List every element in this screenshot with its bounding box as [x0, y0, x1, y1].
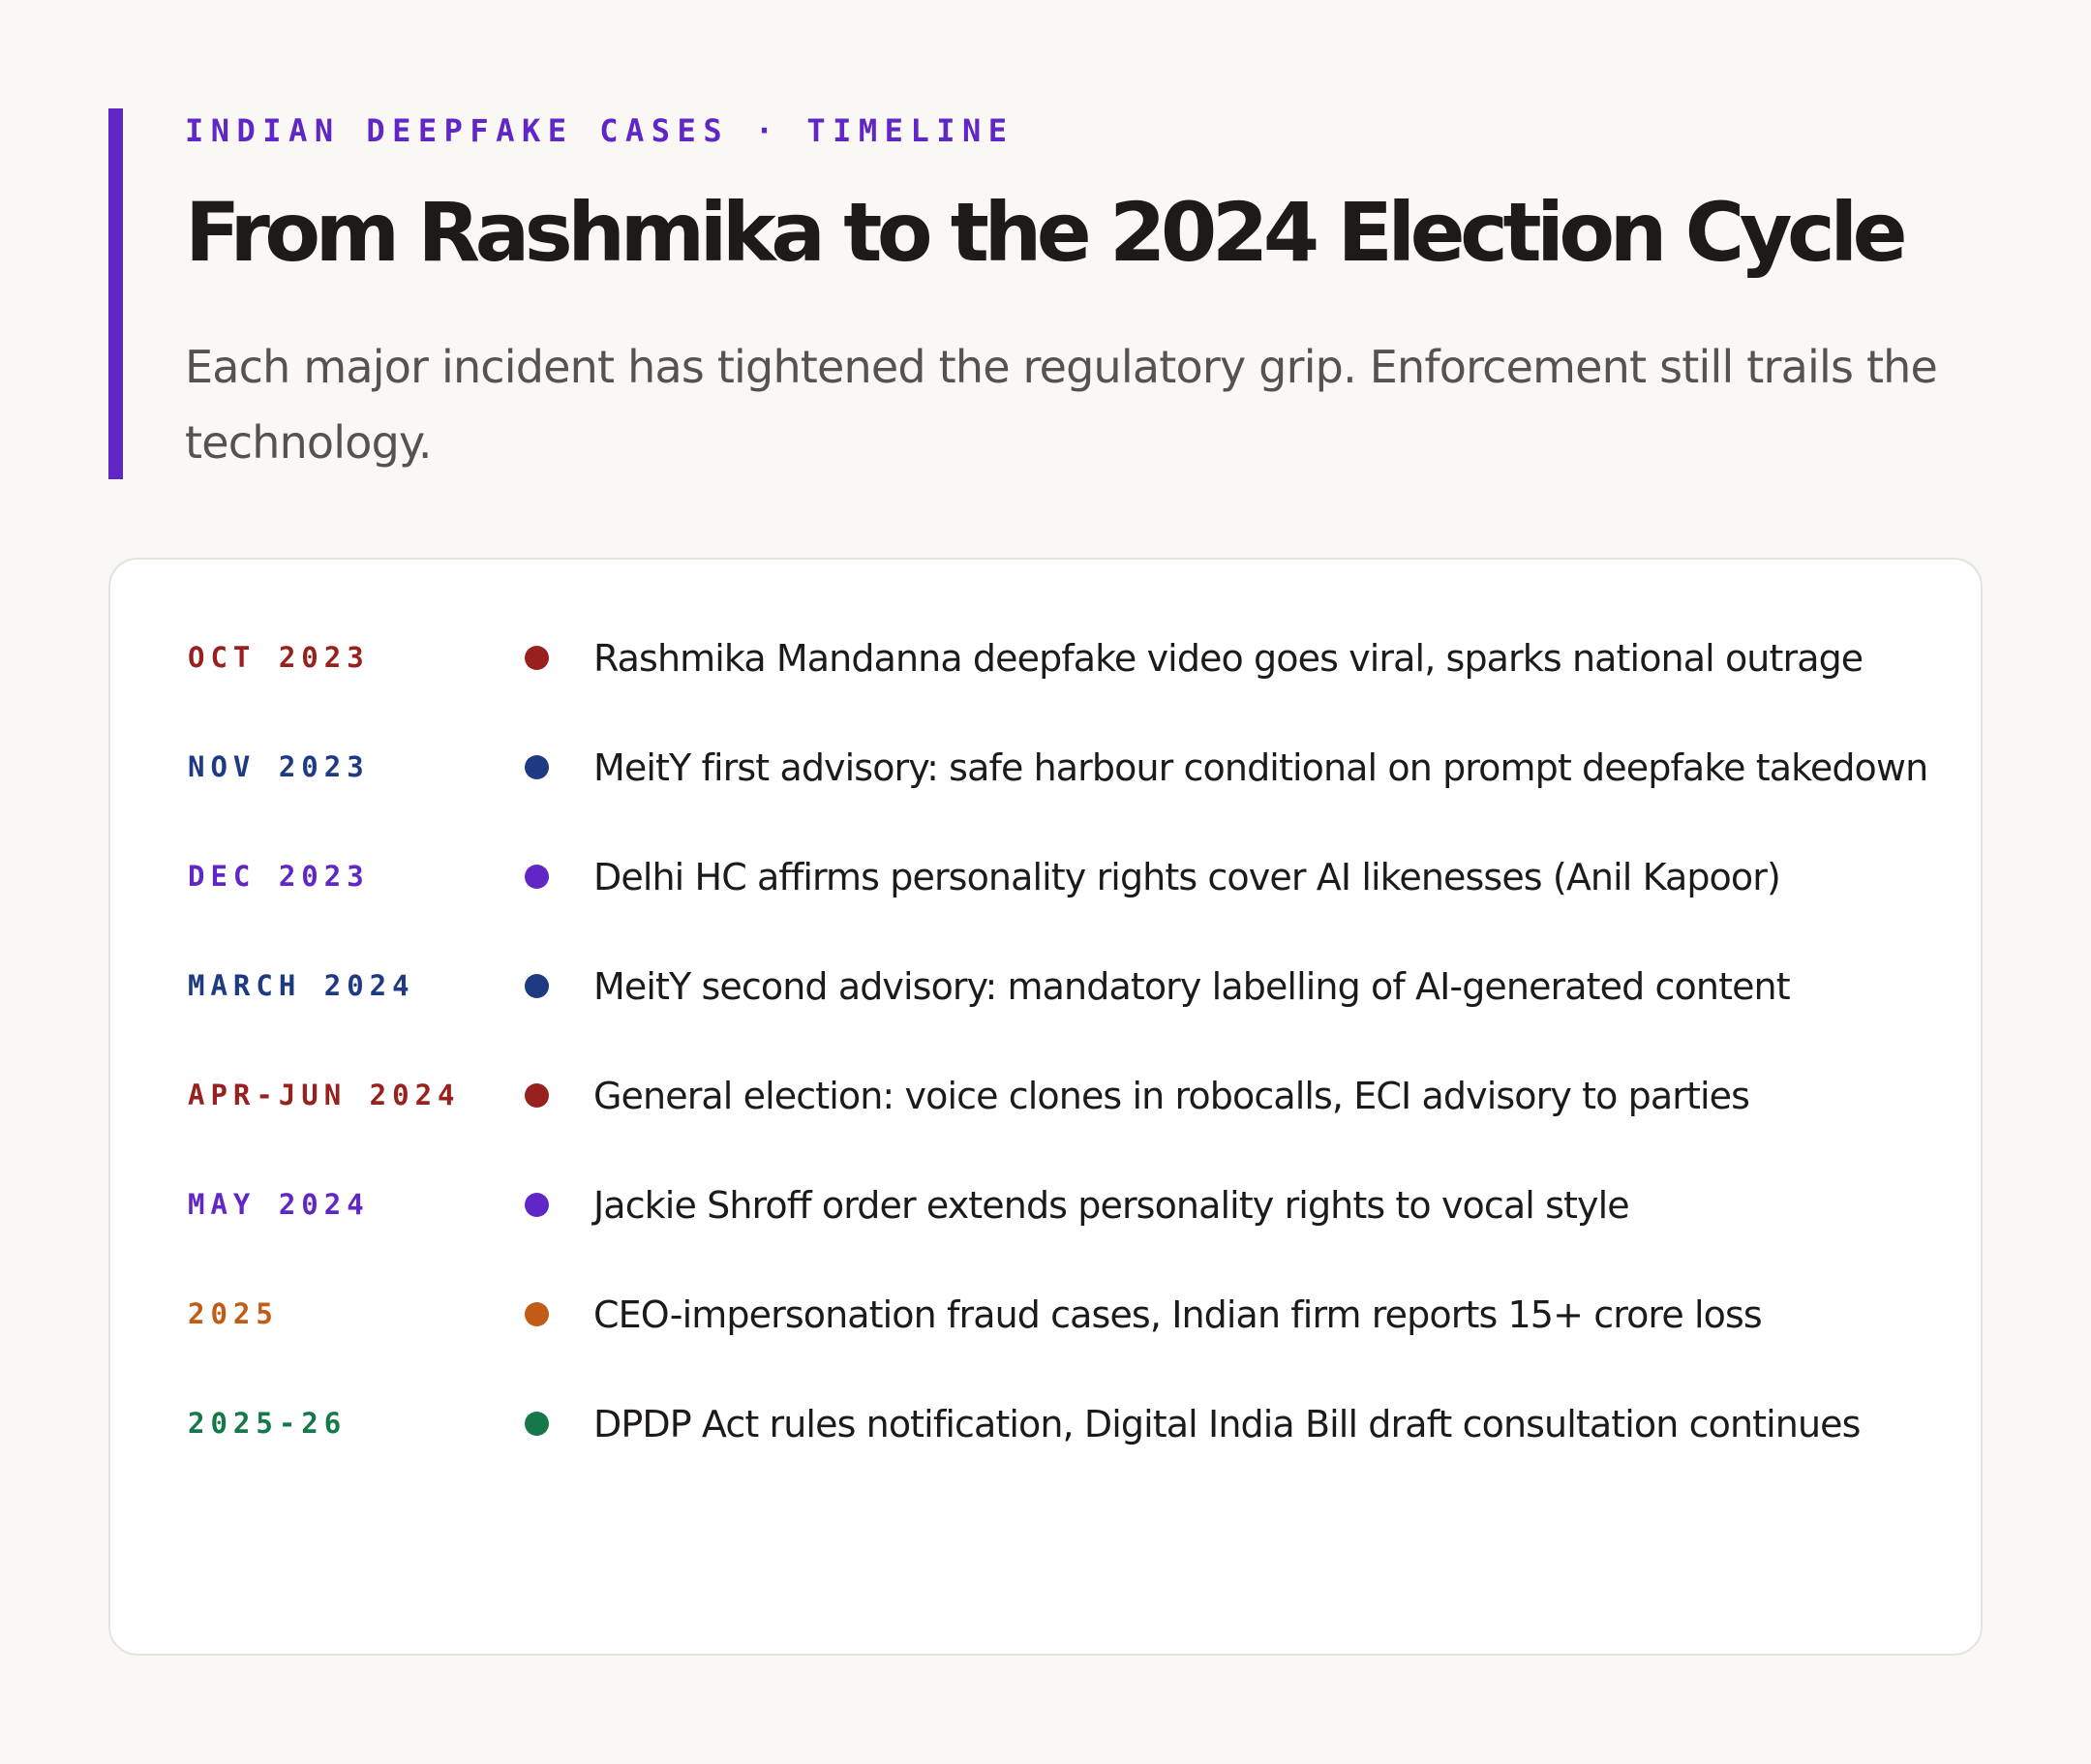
event-date: MARCH 2024 — [188, 969, 415, 1002]
event-description: DPDP Act rules notification, Digital Ind… — [593, 1403, 1861, 1445]
page-title: From Rashmika to the 2024 Election Cycle — [185, 185, 1908, 280]
page-header: INDIAN DEEPFAKE CASES · TIMELINE From Ra… — [108, 108, 1996, 479]
event-date: NOV 2023 — [188, 750, 370, 783]
event-date: MAY 2024 — [188, 1188, 370, 1221]
event-date: DEC 2023 — [188, 860, 370, 893]
timeline-event: DEC 2023 Delhi HC affirms personality ri… — [110, 846, 1981, 956]
timeline-event: NOV 2023 MeitY first advisory: safe harb… — [110, 737, 1981, 846]
event-dot-icon — [525, 755, 549, 779]
event-dot-icon — [525, 646, 549, 670]
event-description: MeitY second advisory: mandatory labelli… — [593, 965, 1791, 1008]
event-description: Rashmika Mandanna deepfake video goes vi… — [593, 637, 1864, 680]
event-date: 2025 — [188, 1297, 279, 1330]
event-dot-icon — [525, 865, 549, 889]
timeline-event: OCT 2023 Rashmika Mandanna deepfake vide… — [110, 627, 1981, 737]
event-description: Delhi HC affirms personality rights cove… — [593, 856, 1781, 898]
timeline-card: OCT 2023 Rashmika Mandanna deepfake vide… — [108, 558, 1983, 1656]
event-date: 2025-26 — [188, 1407, 348, 1440]
event-description: Jackie Shroff order extends personality … — [593, 1184, 1630, 1227]
event-date: OCT 2023 — [188, 641, 370, 674]
event-dot-icon — [525, 1412, 549, 1436]
event-description: General election: voice clones in roboca… — [593, 1075, 1750, 1117]
timeline-event: 2025 CEO-impersonation fraud cases, Indi… — [110, 1284, 1981, 1393]
eyebrow-label: INDIAN DEEPFAKE CASES · TIMELINE — [185, 112, 1015, 149]
event-dot-icon — [525, 1302, 549, 1326]
page-subtitle: Each major incident has tightened the re… — [185, 341, 1938, 469]
timeline-event: MAY 2024 Jackie Shroff order extends per… — [110, 1174, 1981, 1284]
event-dot-icon — [525, 1083, 549, 1108]
timeline-event: MARCH 2024 MeitY second advisory: mandat… — [110, 956, 1981, 1065]
event-description: CEO-impersonation fraud cases, Indian fi… — [593, 1293, 1763, 1336]
event-dot-icon — [525, 974, 549, 998]
event-dot-icon — [525, 1193, 549, 1217]
event-date: APR-JUN 2024 — [188, 1079, 461, 1111]
timeline-list: OCT 2023 Rashmika Mandanna deepfake vide… — [110, 627, 1981, 1503]
timeline-event: 2025-26 DPDP Act rules notification, Dig… — [110, 1393, 1981, 1503]
event-description: MeitY first advisory: safe harbour condi… — [593, 746, 1928, 789]
timeline-event: APR-JUN 2024 General election: voice clo… — [110, 1065, 1981, 1174]
